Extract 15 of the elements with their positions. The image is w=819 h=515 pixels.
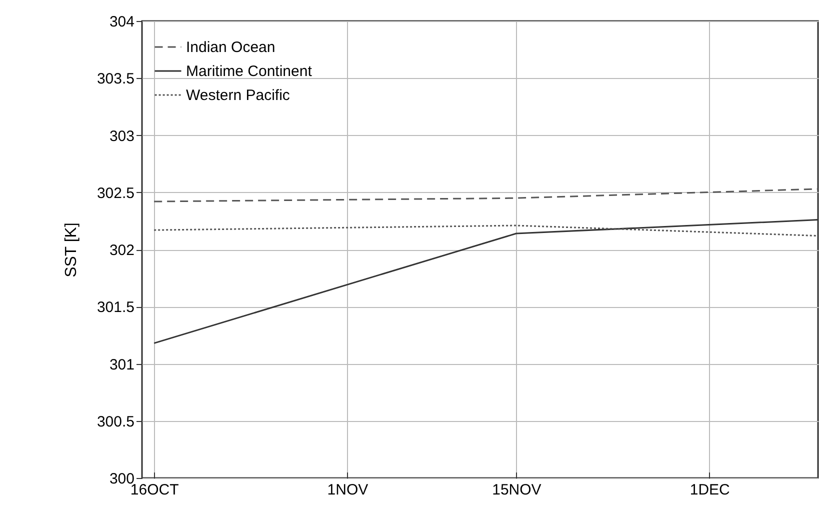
x-tick-label: 1NOV <box>327 482 368 498</box>
x-tick-label: 15NOV <box>492 482 542 498</box>
legend-label: Western Pacific <box>186 87 290 104</box>
y-axis-title: SST [K] <box>62 222 80 278</box>
y-tick-label: 303.5 <box>96 70 134 88</box>
y-tick-label: 301.5 <box>96 299 134 316</box>
y-tick-label: 304 <box>109 14 134 30</box>
y-tick-label: 302 <box>109 242 134 259</box>
y-tick-label: 302.5 <box>96 184 134 202</box>
y-tick-label: 301 <box>109 356 134 374</box>
y-tick-label: 300.5 <box>96 413 134 430</box>
x-tick-label: 1DEC <box>690 482 730 498</box>
y-tick-label: 303 <box>109 128 134 145</box>
legend-label: Indian Ocean <box>186 39 276 56</box>
legend-label: Maritime Continent <box>186 63 313 80</box>
